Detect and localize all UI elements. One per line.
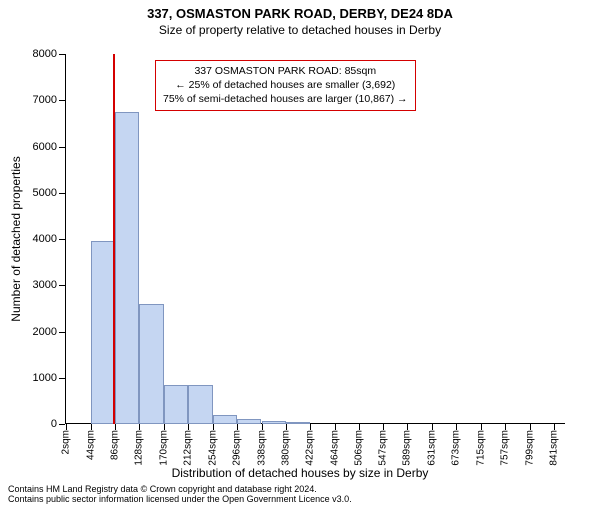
annotation-line-1: 337 OSMASTON PARK ROAD: 85sqm: [163, 64, 408, 78]
histogram-bar: [286, 422, 310, 424]
x-tick-label: 589sqm: [402, 430, 413, 466]
y-axis-line: [65, 54, 66, 424]
y-tick-label: 2000: [33, 326, 57, 338]
y-tick: [59, 193, 65, 194]
x-tick-label: 631sqm: [426, 430, 437, 466]
x-tick-label: 506sqm: [354, 430, 365, 466]
x-tick-label: 2sqm: [61, 430, 72, 454]
annotation-box: 337 OSMASTON PARK ROAD: 85sqm← 25% of de…: [155, 60, 416, 111]
histogram-bar: [164, 385, 188, 424]
histogram-bar: [91, 241, 115, 424]
y-tick-label: 0: [51, 418, 57, 430]
y-tick: [59, 378, 65, 379]
x-tick-label: 841sqm: [548, 430, 559, 466]
property-size-marker: [113, 54, 115, 424]
histogram-chart: 0100020003000400050006000700080002sqm44s…: [65, 54, 565, 424]
footer-line-2: Contains public sector information licen…: [8, 494, 592, 504]
x-tick-label: 44sqm: [85, 430, 96, 460]
page-title: 337, OSMASTON PARK ROAD, DERBY, DE24 8DA: [0, 6, 600, 21]
histogram-bar: [237, 419, 261, 424]
page-subtitle: Size of property relative to detached ho…: [0, 23, 600, 37]
y-tick: [59, 100, 65, 101]
x-tick-label: 422sqm: [305, 430, 316, 466]
histogram-bar: [262, 421, 286, 424]
y-tick: [59, 147, 65, 148]
footer-line-1: Contains HM Land Registry data © Crown c…: [8, 484, 592, 494]
y-tick: [59, 332, 65, 333]
y-tick-label: 6000: [33, 141, 57, 153]
x-axis-title: Distribution of detached houses by size …: [172, 466, 429, 480]
y-tick: [59, 424, 65, 425]
x-tick-label: 212sqm: [183, 430, 194, 466]
annotation-line-3: 75% of semi-detached houses are larger (…: [163, 92, 408, 106]
x-tick-label: 715sqm: [475, 430, 486, 466]
x-tick-label: 128sqm: [134, 430, 145, 466]
y-tick-label: 5000: [33, 187, 57, 199]
x-tick-label: 254sqm: [207, 430, 218, 466]
histogram-bar: [188, 385, 212, 424]
y-tick-label: 8000: [33, 48, 57, 60]
x-tick-label: 380sqm: [280, 430, 291, 466]
y-tick-label: 3000: [33, 279, 57, 291]
histogram-bar: [115, 112, 139, 424]
y-tick-label: 7000: [33, 94, 57, 106]
x-tick-label: 338sqm: [256, 430, 267, 466]
annotation-line-2: ← 25% of detached houses are smaller (3,…: [163, 78, 408, 92]
x-tick-label: 757sqm: [500, 430, 511, 466]
y-tick: [59, 239, 65, 240]
x-tick-label: 86sqm: [110, 430, 121, 460]
histogram-bar: [139, 304, 163, 424]
x-tick-label: 673sqm: [451, 430, 462, 466]
y-tick: [59, 54, 65, 55]
x-tick-label: 464sqm: [329, 430, 340, 466]
y-tick-label: 4000: [33, 233, 57, 245]
footer-attribution: Contains HM Land Registry data © Crown c…: [8, 484, 592, 504]
y-axis-title: Number of detached properties: [9, 156, 23, 321]
x-tick-label: 296sqm: [232, 430, 243, 466]
y-tick-label: 1000: [33, 372, 57, 384]
x-tick-label: 799sqm: [524, 430, 535, 466]
histogram-bar: [213, 415, 237, 424]
y-tick: [59, 285, 65, 286]
x-tick-label: 547sqm: [378, 430, 389, 466]
x-tick-label: 170sqm: [158, 430, 169, 466]
